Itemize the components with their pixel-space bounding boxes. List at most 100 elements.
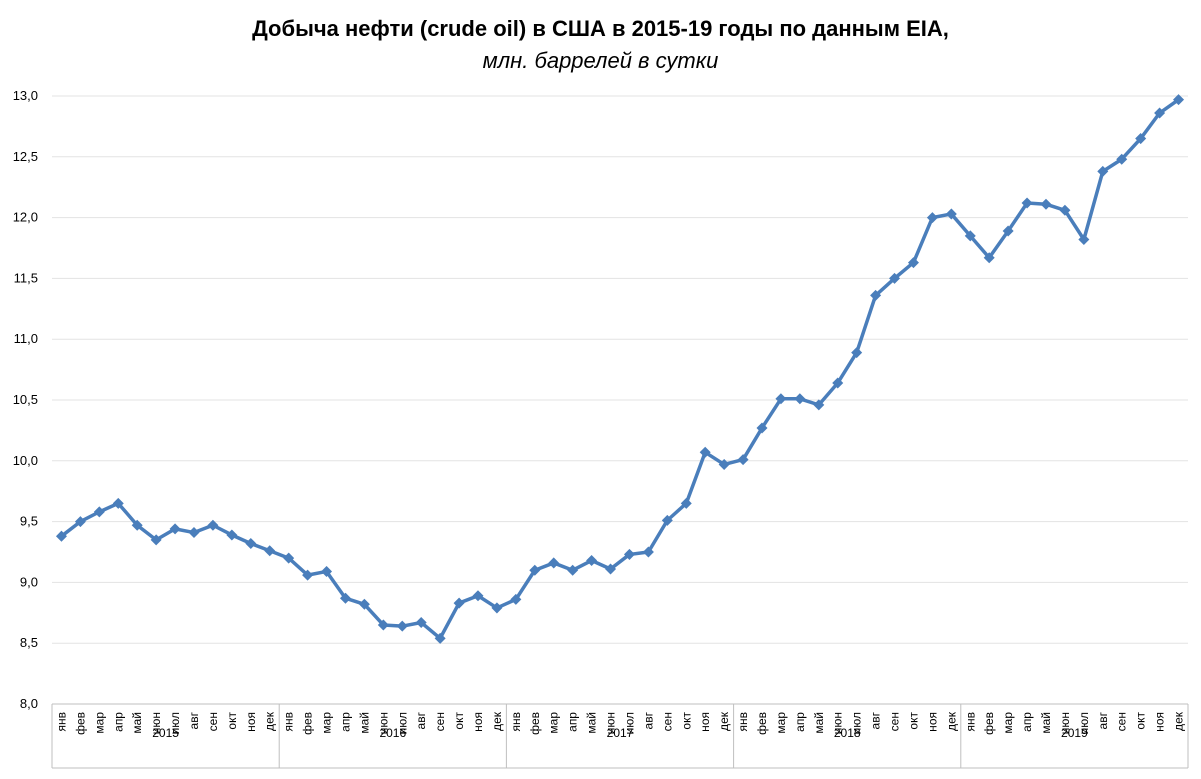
chart-subtitle: млн. баррелей в сутки bbox=[482, 48, 719, 73]
x-tick-label: дек bbox=[944, 711, 958, 731]
data-point bbox=[1097, 165, 1109, 177]
y-tick-label: 12,0 bbox=[13, 210, 38, 225]
x-tick-label: май bbox=[1039, 712, 1053, 734]
data-point bbox=[264, 545, 276, 557]
x-tick-label: июн bbox=[831, 712, 845, 734]
series-line bbox=[60, 98, 1180, 641]
x-tick-label: янв bbox=[509, 712, 523, 732]
data-point bbox=[339, 592, 351, 604]
x-tick-label: янв bbox=[54, 712, 68, 732]
x-tick-label: сен bbox=[1115, 712, 1129, 731]
data-point bbox=[661, 514, 673, 526]
x-tick-label: апр bbox=[338, 712, 352, 732]
x-tick-label: фев bbox=[301, 712, 315, 735]
data-point bbox=[605, 563, 617, 575]
data-point bbox=[642, 546, 654, 558]
data-point bbox=[567, 564, 579, 576]
x-tick-label: мар bbox=[547, 712, 561, 734]
x-tick-label: июл bbox=[395, 712, 409, 734]
series-oil-production bbox=[55, 94, 1185, 644]
x-tick-label: апр bbox=[1020, 712, 1034, 732]
x-tick-label: сен bbox=[206, 712, 220, 731]
data-point bbox=[491, 602, 503, 614]
x-tick-label: сен bbox=[433, 712, 447, 731]
data-point bbox=[358, 598, 370, 610]
data-point bbox=[1059, 204, 1071, 216]
data-point bbox=[1135, 133, 1147, 145]
data-point bbox=[453, 597, 465, 609]
x-tick-label: дек bbox=[263, 711, 277, 731]
x-tick-label: окт bbox=[906, 712, 920, 730]
data-point bbox=[870, 289, 882, 301]
data-point bbox=[1173, 94, 1185, 106]
x-tick-label: мар bbox=[774, 712, 788, 734]
data-point bbox=[207, 519, 219, 531]
y-tick-label: 10,5 bbox=[13, 392, 38, 407]
data-point bbox=[283, 552, 295, 564]
data-point bbox=[851, 347, 863, 359]
data-point bbox=[169, 523, 181, 535]
y-tick-label: 9,5 bbox=[20, 514, 38, 529]
year-label: 2017 bbox=[607, 726, 634, 740]
data-point bbox=[472, 590, 484, 602]
data-point bbox=[756, 422, 768, 434]
x-tick-label: фев bbox=[982, 712, 996, 735]
y-tick-label: 12,5 bbox=[13, 149, 38, 164]
x-axis: янв фев мар апр май июн июл авг сен окт ноя дек янв ф… bbox=[51, 703, 1189, 769]
x-tick-label: окт bbox=[679, 712, 693, 730]
x-tick-label: янв bbox=[282, 712, 296, 732]
x-tick-label: дек bbox=[1172, 711, 1186, 731]
x-tick-label: апр bbox=[793, 712, 807, 732]
y-tick-label: 8,0 bbox=[20, 696, 38, 711]
x-tick-label: авг bbox=[641, 711, 655, 729]
x-tick-label: июл bbox=[622, 712, 636, 734]
y-tick-label: 9,0 bbox=[20, 574, 38, 589]
x-tick-label: май bbox=[812, 712, 826, 734]
data-point bbox=[321, 565, 333, 577]
data-point bbox=[586, 555, 598, 567]
data-point bbox=[699, 446, 711, 458]
x-tick-label: янв bbox=[963, 712, 977, 732]
data-point bbox=[813, 399, 825, 411]
x-tick-label: апр bbox=[111, 712, 125, 732]
data-point bbox=[55, 530, 67, 542]
data-point bbox=[93, 506, 105, 518]
data-point bbox=[1002, 225, 1014, 237]
year-label: 2015 bbox=[152, 726, 179, 740]
data-point bbox=[680, 497, 692, 509]
x-tick-label: мар bbox=[1001, 712, 1015, 734]
x-tick-label: фев bbox=[73, 712, 87, 735]
data-point bbox=[983, 252, 995, 264]
data-point bbox=[907, 257, 919, 269]
x-tick-label: июл bbox=[850, 712, 864, 734]
x-tick-label: дек bbox=[717, 711, 731, 731]
data-point bbox=[226, 529, 238, 541]
x-tick-label: авг bbox=[1096, 711, 1110, 729]
y-tick-label: 10,0 bbox=[13, 453, 38, 468]
data-point bbox=[889, 272, 901, 284]
y-tick-label: 11,5 bbox=[14, 270, 38, 285]
data-point bbox=[377, 619, 389, 631]
x-tick-label: ноя bbox=[244, 712, 258, 732]
x-tick-label: янв bbox=[736, 712, 750, 732]
x-tick-label: фев bbox=[528, 712, 542, 735]
x-tick-label: авг bbox=[187, 711, 201, 729]
data-point bbox=[718, 458, 730, 470]
x-tick-label: ноя bbox=[471, 712, 485, 732]
y-tick-label: 11,0 bbox=[14, 331, 38, 346]
data-point bbox=[434, 632, 446, 644]
x-tick-label: окт bbox=[452, 712, 466, 730]
data-point bbox=[1040, 198, 1052, 210]
chart-title: Добыча нефти (crude oil) в США в 2015-19… bbox=[252, 16, 949, 41]
y-tick-label: 8,5 bbox=[20, 635, 38, 650]
x-tick-label: сен bbox=[888, 712, 902, 731]
data-point bbox=[529, 564, 541, 576]
x-tick-label: сен bbox=[660, 712, 674, 731]
x-tick-label: окт bbox=[225, 712, 239, 730]
x-tick-label: июл bbox=[168, 712, 182, 734]
year-label: 2016 bbox=[379, 726, 406, 740]
x-tick-label: мар bbox=[92, 712, 106, 734]
x-tick-label: авг bbox=[414, 711, 428, 729]
data-point bbox=[245, 537, 257, 549]
